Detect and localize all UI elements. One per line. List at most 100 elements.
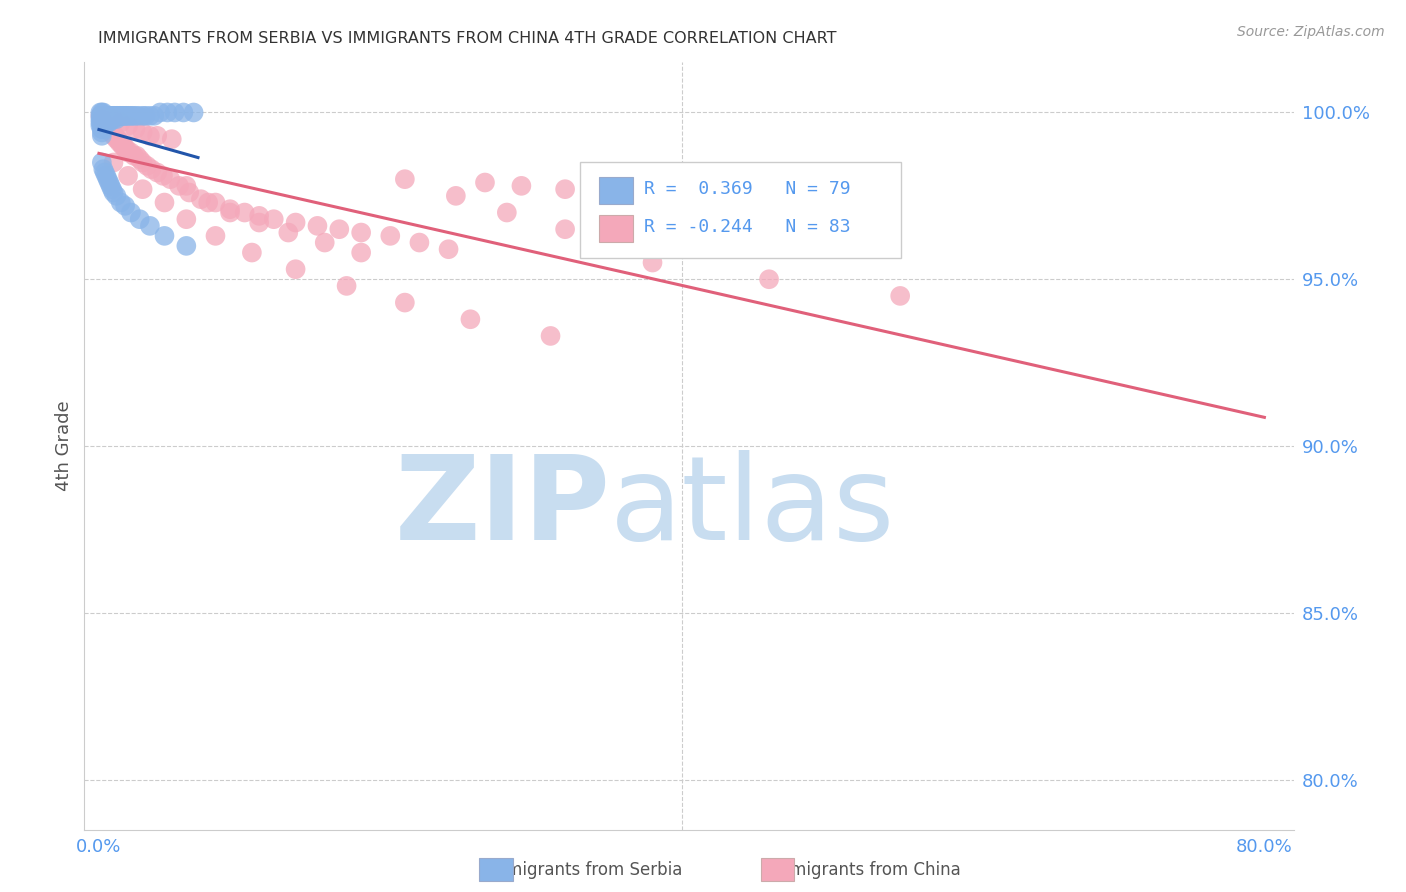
Point <box>437 242 460 256</box>
Point <box>120 145 142 160</box>
Text: Immigrants from China: Immigrants from China <box>769 861 960 879</box>
Point <box>89 105 111 120</box>
Point <box>540 329 562 343</box>
Y-axis label: 4th Grade: 4th Grade <box>55 401 73 491</box>
Point <box>112 138 135 153</box>
Point <box>233 205 256 219</box>
Point <box>101 126 124 140</box>
Point <box>247 215 270 229</box>
Point <box>105 112 128 127</box>
Point <box>103 128 125 143</box>
FancyBboxPatch shape <box>599 215 633 242</box>
Point <box>131 126 153 140</box>
Point <box>263 212 285 227</box>
Point <box>758 272 780 286</box>
Point <box>114 109 136 123</box>
Point <box>197 195 219 210</box>
Point <box>89 119 111 133</box>
Point <box>94 119 117 133</box>
Point <box>110 109 132 123</box>
Point <box>98 115 121 129</box>
Point <box>103 109 125 123</box>
Point <box>394 295 416 310</box>
Point <box>128 212 150 227</box>
Point <box>90 105 112 120</box>
Point <box>89 112 111 127</box>
Point <box>146 165 169 179</box>
Point <box>91 105 114 120</box>
Point <box>127 109 149 123</box>
Point <box>120 205 142 219</box>
Text: Immigrants from Serbia: Immigrants from Serbia <box>485 861 682 879</box>
Point <box>889 289 911 303</box>
Point <box>350 245 373 260</box>
Point <box>110 115 132 129</box>
Point <box>183 105 205 120</box>
Point <box>219 205 242 219</box>
Point <box>90 126 112 140</box>
Point <box>89 115 111 129</box>
Point <box>204 228 226 243</box>
Point <box>101 112 124 127</box>
Point <box>156 105 179 120</box>
Point <box>139 128 162 143</box>
Point <box>98 122 121 136</box>
Point <box>122 149 145 163</box>
Point <box>94 119 117 133</box>
Point <box>104 109 127 123</box>
Point <box>103 112 125 127</box>
Point <box>89 109 111 123</box>
Point <box>96 112 118 127</box>
Point <box>100 126 122 140</box>
Point <box>111 109 134 123</box>
Point <box>380 228 402 243</box>
Point <box>100 112 122 127</box>
Point <box>108 109 131 123</box>
Point <box>284 215 307 229</box>
Point <box>91 119 114 133</box>
Point <box>139 109 162 123</box>
Point <box>240 245 263 260</box>
Text: R = -0.244   N = 83: R = -0.244 N = 83 <box>644 219 851 236</box>
Point <box>90 155 112 169</box>
Point <box>153 195 176 210</box>
Point <box>179 186 201 200</box>
Point <box>90 115 112 129</box>
Point <box>176 178 198 193</box>
Point <box>97 109 120 123</box>
Point <box>350 226 373 240</box>
Point <box>114 142 136 156</box>
Point <box>153 228 176 243</box>
Point <box>176 239 198 253</box>
Point <box>167 178 190 193</box>
Point <box>90 109 112 123</box>
Point <box>90 128 112 143</box>
Point <box>117 109 139 123</box>
Point <box>103 155 125 169</box>
Point <box>117 145 139 160</box>
Point <box>172 105 194 120</box>
Point <box>110 136 132 150</box>
Point <box>124 109 146 123</box>
Point <box>96 169 118 183</box>
Point <box>115 109 138 123</box>
Point <box>474 176 496 190</box>
Point <box>111 138 134 153</box>
Point <box>91 122 114 136</box>
Point <box>104 128 127 143</box>
Point <box>163 105 186 120</box>
Text: IMMIGRANTS FROM SERBIA VS IMMIGRANTS FROM CHINA 4TH GRADE CORRELATION CHART: IMMIGRANTS FROM SERBIA VS IMMIGRANTS FRO… <box>98 31 837 46</box>
Point <box>105 132 128 146</box>
Point <box>444 189 467 203</box>
Point <box>219 202 242 217</box>
Point <box>97 172 120 186</box>
Point <box>107 132 129 146</box>
Point <box>90 112 112 127</box>
Text: ZIP: ZIP <box>394 450 610 565</box>
Point <box>176 212 198 227</box>
Point <box>112 109 135 123</box>
Point <box>91 115 114 129</box>
Point <box>394 172 416 186</box>
Text: R =  0.369   N = 79: R = 0.369 N = 79 <box>644 180 851 198</box>
Point <box>117 119 139 133</box>
